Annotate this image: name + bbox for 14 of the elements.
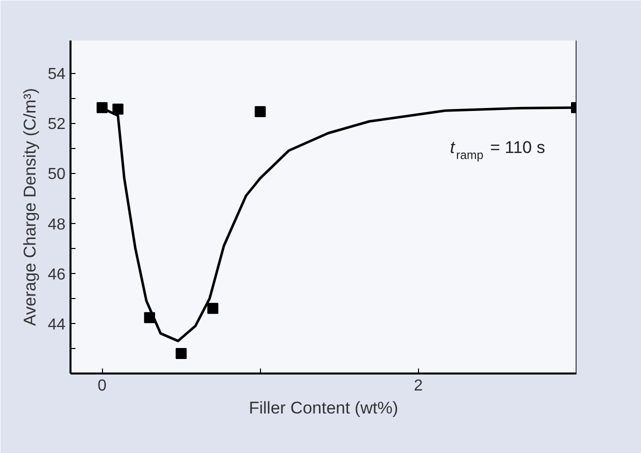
y-tick-label: 46 [48,266,66,284]
x-axis-title: Filler Content (wt%) [248,398,398,418]
y-tick-label: 54 [48,66,66,84]
x-tick-label: 2 [414,378,423,394]
y-tick-label: 52 [48,116,66,134]
y-tick-label: 44 [48,316,66,334]
point [207,302,218,314]
y-tick-label: 50 [48,166,66,184]
x-tick-label: 0 [98,378,107,394]
y-tick-label: 48 [48,216,66,234]
point [112,104,124,115]
point [254,106,266,118]
point [176,348,187,359]
y-axis-title: Average Charge Density (C/m³) [20,88,40,326]
